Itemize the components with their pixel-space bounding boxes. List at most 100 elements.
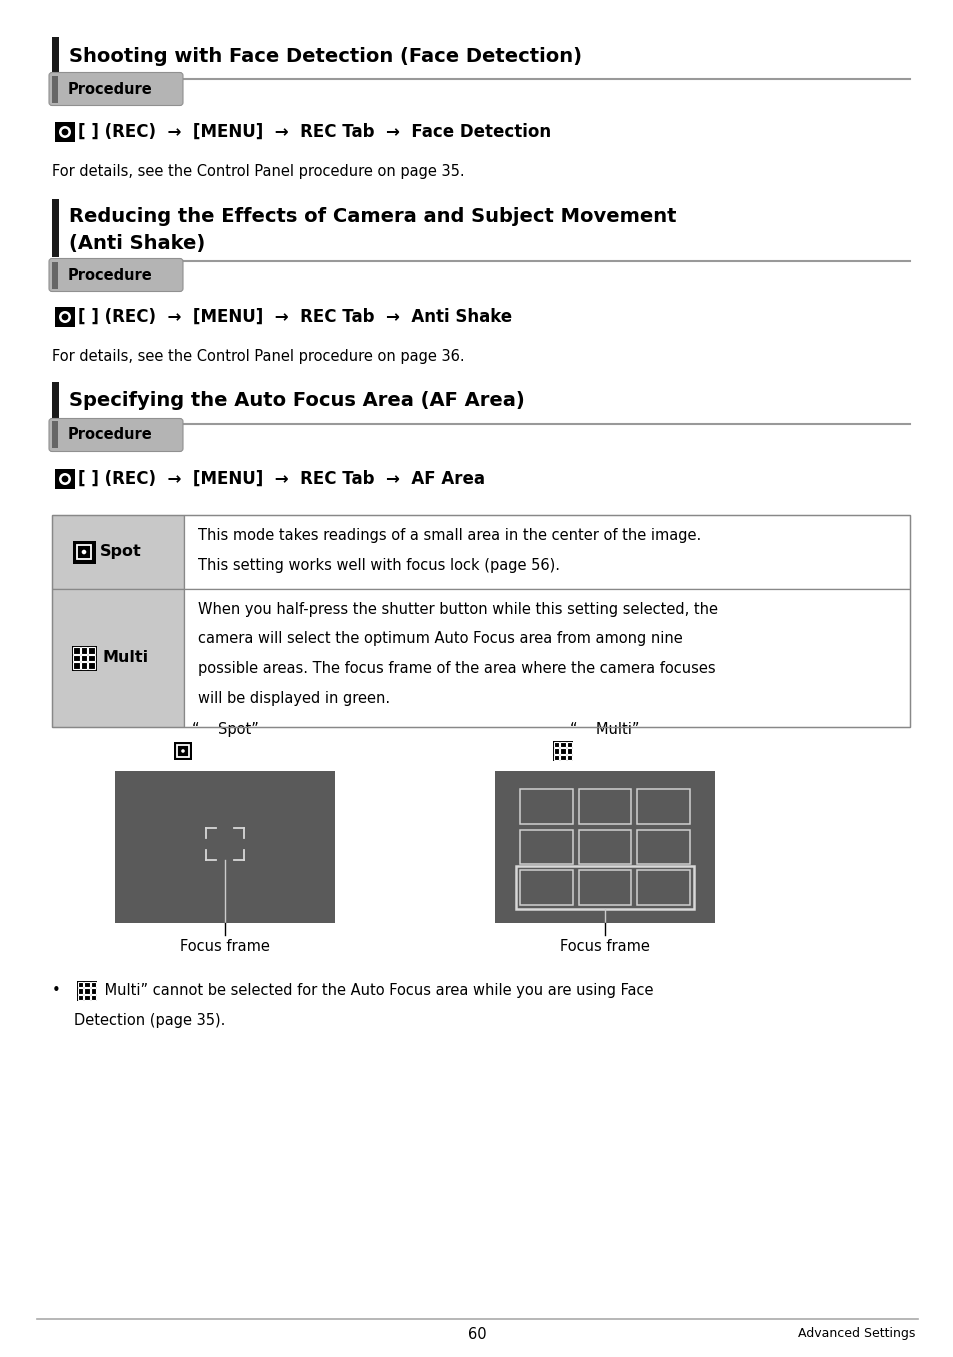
Bar [516,866,693,909]
Bar [91,995,96,1000]
Bar [52,199,59,256]
Text: 60: 60 [467,1327,486,1342]
Bar [519,870,572,905]
Text: This mode takes readings of a small area in the center of the image.: This mode takes readings of a small area… [198,528,700,543]
Text: “    Multi”: “ Multi” [570,722,639,737]
Bar [91,988,96,993]
Bar [637,870,689,905]
Bar [77,981,97,1001]
Bar [184,516,909,589]
Bar [78,988,83,993]
Bar [71,646,96,670]
Text: •: • [52,982,61,997]
Bar [566,748,572,753]
Bar [72,662,79,669]
Text: Focus frame: Focus frame [180,939,270,954]
Text: For details, see the Control Panel procedure on page 36.: For details, see the Control Panel proce… [52,349,464,364]
Bar [89,654,95,661]
Bar [52,383,59,421]
Text: Advanced Settings: Advanced Settings [797,1327,914,1339]
Bar [637,788,689,824]
Bar [578,829,631,864]
Circle shape [62,129,69,136]
Bar [52,516,184,589]
Text: Procedure: Procedure [68,267,152,282]
Circle shape [59,474,71,484]
Bar [637,829,689,864]
FancyBboxPatch shape [49,418,183,452]
Bar [553,741,573,761]
Bar [80,646,88,654]
Bar [52,262,58,289]
Bar [566,754,572,760]
Bar [554,754,558,760]
Bar [554,742,558,748]
Bar [184,589,909,727]
Bar [84,995,90,1000]
Circle shape [82,550,86,554]
Bar [72,540,95,563]
Bar [519,788,572,824]
Bar [72,654,79,661]
Text: Spot: Spot [100,544,142,559]
Text: Detection (page 35).: Detection (page 35). [74,1012,225,1029]
Bar [78,995,83,1000]
Text: Procedure: Procedure [68,81,152,96]
Bar [80,662,88,669]
Bar [77,546,91,559]
Text: When you half-press the shutter button while this setting selected, the: When you half-press the shutter button w… [198,603,718,617]
Circle shape [59,311,71,323]
Bar [55,470,75,489]
FancyBboxPatch shape [49,72,183,106]
Text: will be displayed in green.: will be displayed in green. [198,691,390,706]
Bar [84,982,90,988]
Bar [80,654,88,661]
Bar [519,829,572,864]
Bar [72,646,79,654]
Text: [ ] (REC)  →  [MENU]  →  REC Tab  →  AF Area: [ ] (REC) → [MENU] → REC Tab → AF Area [78,470,485,489]
Bar [566,742,572,748]
Bar [173,742,192,760]
Bar [578,788,631,824]
Bar [495,771,714,923]
Bar [84,988,90,993]
Circle shape [62,475,69,482]
Bar [554,748,558,753]
Text: “    Multi” cannot be selected for the Auto Focus area while you are using Face: “ Multi” cannot be selected for the Auto… [74,982,653,997]
Bar [52,37,59,75]
Text: Focus frame: Focus frame [559,939,649,954]
Bar [177,745,189,757]
Text: Shooting with Face Detection (Face Detection): Shooting with Face Detection (Face Detec… [69,46,581,65]
Bar [55,307,75,327]
Bar [559,748,565,753]
Text: [ ] (REC)  →  [MENU]  →  REC Tab  →  Anti Shake: [ ] (REC) → [MENU] → REC Tab → Anti Shak… [78,308,512,326]
FancyBboxPatch shape [49,258,183,292]
Text: For details, see the Control Panel procedure on page 35.: For details, see the Control Panel proce… [52,164,464,179]
Text: Multi: Multi [102,650,148,665]
Bar [52,422,58,449]
Text: “    Spot”: “ Spot” [192,722,258,737]
Bar [559,754,565,760]
Text: This setting works well with focus lock (page 56).: This setting works well with focus lock … [198,558,559,573]
Bar [578,870,631,905]
Text: Specifying the Auto Focus Area (AF Area): Specifying the Auto Focus Area (AF Area) [69,392,524,411]
Bar [115,771,335,923]
Bar [89,646,95,654]
Bar [52,76,58,103]
Bar [78,982,83,988]
Bar [52,516,909,727]
Circle shape [59,126,71,138]
Text: camera will select the optimum Auto Focus area from among nine: camera will select the optimum Auto Focu… [198,631,682,646]
Text: Procedure: Procedure [68,427,152,442]
Text: possible areas. The focus frame of the area where the camera focuses: possible areas. The focus frame of the a… [198,661,715,676]
Circle shape [62,313,69,320]
Bar [52,589,184,727]
Bar [91,982,96,988]
Text: (Anti Shake): (Anti Shake) [69,233,205,252]
Text: Reducing the Effects of Camera and Subject Movement: Reducing the Effects of Camera and Subje… [69,206,676,225]
Text: [ ] (REC)  →  [MENU]  →  REC Tab  →  Face Detection: [ ] (REC) → [MENU] → REC Tab → Face Dete… [78,123,551,141]
Bar [559,742,565,748]
Bar [55,122,75,142]
Circle shape [181,749,185,753]
Bar [89,662,95,669]
